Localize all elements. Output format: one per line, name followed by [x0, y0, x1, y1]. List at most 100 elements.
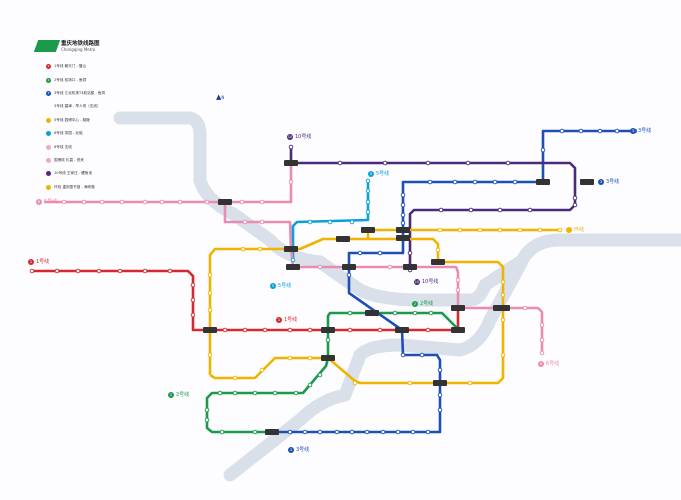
interchange-station[interactable]	[342, 264, 356, 270]
station-dot[interactable]	[242, 327, 248, 333]
station-dot[interactable]	[407, 380, 413, 386]
station-dot[interactable]	[307, 355, 313, 361]
station-dot[interactable]	[435, 247, 441, 253]
station-dot[interactable]	[327, 219, 333, 225]
interchange-station[interactable]	[203, 327, 217, 333]
interchange-station[interactable]	[321, 327, 335, 333]
station-dot[interactable]	[412, 310, 418, 316]
station-dot[interactable]	[177, 199, 183, 205]
station-dot[interactable]	[425, 327, 431, 333]
station-dot[interactable]	[290, 257, 296, 263]
station-dot[interactable]	[427, 179, 433, 185]
station-dot[interactable]	[387, 264, 393, 270]
station-dot[interactable]	[190, 312, 196, 318]
station-dot[interactable]	[407, 250, 413, 256]
station-dot[interactable]	[517, 227, 523, 233]
station-dot[interactable]	[472, 179, 478, 185]
station-dot[interactable]	[614, 128, 620, 134]
station-dot[interactable]	[325, 337, 331, 343]
station-dot[interactable]	[142, 268, 148, 274]
station-dot[interactable]	[492, 179, 498, 185]
station-dot[interactable]	[337, 160, 343, 166]
station-dot[interactable]	[61, 199, 67, 205]
station-dot[interactable]	[392, 310, 398, 316]
station-dot[interactable]	[96, 268, 102, 274]
station-dot[interactable]	[428, 310, 434, 316]
station-dot[interactable]	[539, 337, 545, 343]
interchange-station[interactable]	[403, 264, 417, 270]
station-dot[interactable]	[119, 199, 125, 205]
station-dot[interactable]	[207, 307, 213, 313]
station-dot[interactable]	[425, 160, 431, 166]
station-dot[interactable]	[117, 268, 123, 274]
station-dot[interactable]	[317, 372, 323, 378]
interchange-station[interactable]	[336, 236, 350, 242]
interchange-station[interactable]	[265, 429, 279, 435]
station-dot[interactable]	[242, 219, 248, 225]
station-dot[interactable]	[349, 219, 355, 225]
station-dot[interactable]	[452, 179, 458, 185]
station-dot[interactable]	[437, 367, 443, 373]
station-dot[interactable]	[190, 282, 196, 288]
station-dot[interactable]	[307, 327, 313, 333]
station-dot[interactable]	[346, 272, 352, 278]
station-dot[interactable]	[259, 199, 265, 205]
interchange-station[interactable]	[218, 199, 232, 205]
station-dot[interactable]	[365, 188, 371, 194]
station-dot[interactable]	[75, 268, 81, 274]
station-dot[interactable]	[232, 390, 238, 396]
station-dot[interactable]	[262, 327, 268, 333]
station-dot[interactable]	[410, 429, 416, 435]
station-dot[interactable]	[347, 310, 353, 316]
station-dot[interactable]	[287, 429, 293, 435]
station-dot[interactable]	[252, 390, 258, 396]
station-dot[interactable]	[302, 429, 308, 435]
station-dot[interactable]	[425, 429, 431, 435]
station-dot[interactable]	[204, 407, 210, 413]
station-dot[interactable]	[239, 199, 245, 205]
station-dot[interactable]	[382, 160, 388, 166]
station-dot[interactable]	[540, 147, 546, 153]
station-dot[interactable]	[400, 192, 406, 198]
station-dot[interactable]	[455, 287, 461, 293]
station-dot[interactable]	[377, 250, 383, 256]
interchange-station[interactable]	[451, 327, 465, 333]
interchange-station[interactable]	[286, 264, 300, 270]
station-dot[interactable]	[232, 375, 238, 381]
station-dot[interactable]	[219, 429, 225, 435]
station-dot[interactable]	[99, 199, 105, 205]
station-dot[interactable]	[287, 355, 293, 361]
station-dot[interactable]	[438, 207, 444, 213]
station-dot[interactable]	[252, 429, 258, 435]
station-dot[interactable]	[217, 390, 223, 396]
interchange-station[interactable]	[361, 227, 375, 233]
station-dot[interactable]	[54, 268, 60, 274]
interchange-station[interactable]	[365, 310, 379, 316]
station-dot[interactable]	[365, 209, 371, 215]
station-dot[interactable]	[437, 407, 443, 413]
station-dot[interactable]	[307, 219, 313, 225]
station-dot[interactable]	[527, 207, 533, 213]
station-dot[interactable]	[81, 199, 87, 205]
station-dot[interactable]	[559, 128, 565, 134]
station-dot[interactable]	[352, 380, 358, 386]
station-dot[interactable]	[477, 227, 483, 233]
station-dot[interactable]	[500, 317, 506, 323]
station-dot[interactable]	[222, 327, 228, 333]
station-dot[interactable]	[572, 202, 578, 208]
station-dot[interactable]	[142, 199, 148, 205]
interchange-station[interactable]	[321, 355, 335, 361]
station-dot[interactable]	[400, 202, 406, 208]
station-dot[interactable]	[400, 212, 406, 218]
station-dot[interactable]	[455, 277, 461, 283]
station-dot[interactable]	[468, 207, 474, 213]
station-dot[interactable]	[207, 272, 213, 278]
station-dot[interactable]	[522, 305, 528, 311]
station-dot[interactable]	[288, 179, 294, 185]
station-dot[interactable]	[272, 390, 278, 396]
station-dot[interactable]	[207, 290, 213, 296]
station-dot[interactable]	[259, 367, 265, 373]
station-dot[interactable]	[457, 227, 463, 233]
station-dot[interactable]	[29, 268, 35, 274]
station-dot[interactable]	[512, 179, 518, 185]
